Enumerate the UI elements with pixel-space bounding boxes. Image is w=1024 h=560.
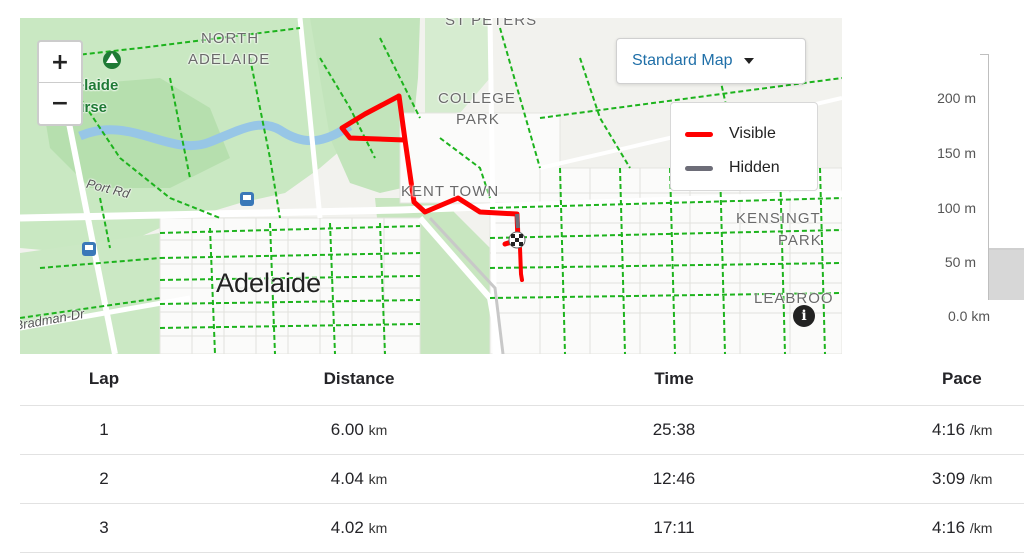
lap-pace: 4:16 /km bbox=[818, 405, 1024, 455]
laps-table-container: Lap Distance Time Pace 1 6.00 km 25:38 4… bbox=[20, 354, 1024, 553]
caret-down-icon bbox=[743, 58, 754, 64]
lap-time: 17:11 bbox=[530, 503, 818, 553]
zoom-in-button[interactable]: + bbox=[39, 42, 81, 83]
legend-item-visible: Visible bbox=[685, 117, 817, 151]
lap-distance-value: 6.00 bbox=[330, 419, 364, 439]
lap-number: 3 bbox=[20, 503, 188, 553]
lap-distance-unit: km bbox=[368, 470, 388, 487]
legend-item-hidden: Hidden bbox=[685, 151, 817, 185]
lap-pace-unit: /km bbox=[969, 519, 993, 536]
lap-number: 1 bbox=[20, 405, 188, 455]
table-row: 1 6.00 km 25:38 4:16 /km bbox=[20, 405, 1024, 455]
lap-distance: 6.00 km bbox=[188, 405, 530, 455]
header-distance: Distance bbox=[188, 354, 530, 406]
legend-swatch-visible bbox=[685, 131, 713, 137]
golf-course-tree-icon bbox=[103, 51, 121, 69]
lap-distance-unit: km bbox=[368, 519, 388, 536]
lap-pace: 4:16 /km bbox=[818, 503, 1024, 553]
map-label-north-adelaide-2: ADELAIDE bbox=[188, 51, 271, 68]
map-label-kent-town: KENT TOWN bbox=[401, 183, 500, 200]
lap-time: 25:38 bbox=[530, 405, 818, 455]
lap-pace-unit: /km bbox=[969, 421, 993, 438]
map-label-kensington-2: PARK bbox=[778, 232, 822, 249]
route-legend: Visible Hidden bbox=[670, 102, 818, 191]
lap-pace-value: 3:09 bbox=[932, 468, 966, 488]
header-lap: Lap bbox=[20, 354, 188, 406]
lap-distance-value: 4.02 bbox=[330, 517, 364, 537]
elevation-y-axis bbox=[988, 54, 989, 300]
laps-header-row: Lap Distance Time Pace bbox=[20, 354, 1024, 406]
map-label-north-adelaide: NORTH bbox=[201, 30, 260, 47]
elevation-chart: 200 m 150 m 100 m 50 m 0.0 km bbox=[842, 18, 1024, 354]
elevation-tick-200: 200 m bbox=[937, 90, 976, 106]
legend-swatch-hidden bbox=[685, 165, 713, 171]
lap-distance-unit: km bbox=[368, 421, 388, 438]
route-map[interactable]: NORTH ADELAIDE ST PETERS th Adelaide lf … bbox=[20, 18, 842, 354]
header-pace: Pace bbox=[818, 354, 1024, 406]
elevation-profile-area bbox=[989, 250, 1024, 300]
lap-time: 12:46 bbox=[530, 454, 818, 504]
table-row: 2 4.04 km 12:46 3:09 /km bbox=[20, 454, 1024, 504]
map-label-kensington: KENSINGT bbox=[736, 210, 821, 227]
lap-distance-value: 4.04 bbox=[330, 468, 364, 488]
elevation-axis-top bbox=[980, 54, 989, 55]
elevation-tick-150: 150 m bbox=[937, 145, 976, 161]
map-label-college-park: COLLEGE bbox=[438, 90, 516, 107]
zoom-out-button[interactable]: − bbox=[39, 83, 81, 124]
info-icon[interactable]: i bbox=[793, 305, 815, 327]
map-type-label: Standard Map bbox=[632, 52, 733, 69]
map-type-dropdown[interactable]: Standard Map bbox=[616, 38, 806, 84]
map-label-adelaide: Adelaide bbox=[216, 268, 322, 298]
lap-pace-unit: /km bbox=[969, 470, 993, 487]
laps-table: Lap Distance Time Pace 1 6.00 km 25:38 4… bbox=[20, 354, 1024, 553]
train-station-icon-2 bbox=[82, 242, 96, 256]
lap-number: 2 bbox=[20, 454, 188, 504]
map-label-college-park-2: PARK bbox=[456, 111, 500, 128]
finish-flag-icon bbox=[508, 231, 526, 249]
table-row: 3 4.02 km 17:11 4:16 /km bbox=[20, 503, 1024, 553]
elevation-tick-100: 100 m bbox=[937, 200, 976, 216]
lap-pace-value: 4:16 bbox=[932, 517, 966, 537]
lap-distance: 4.04 km bbox=[188, 454, 530, 504]
legend-label-hidden: Hidden bbox=[729, 159, 780, 176]
lap-distance: 4.02 km bbox=[188, 503, 530, 553]
elevation-x-start: 0.0 km bbox=[948, 308, 991, 324]
lap-pace: 3:09 /km bbox=[818, 454, 1024, 504]
map-label-leabrook: LEABROO bbox=[754, 290, 834, 307]
train-station-icon bbox=[240, 192, 254, 206]
lap-pace-value: 4:16 bbox=[932, 419, 966, 439]
map-label-st-peters: ST PETERS bbox=[445, 18, 538, 29]
zoom-control: + − bbox=[37, 40, 83, 126]
elevation-tick-50: 50 m bbox=[944, 254, 976, 270]
legend-label-visible: Visible bbox=[729, 125, 776, 142]
header-time: Time bbox=[530, 354, 818, 406]
